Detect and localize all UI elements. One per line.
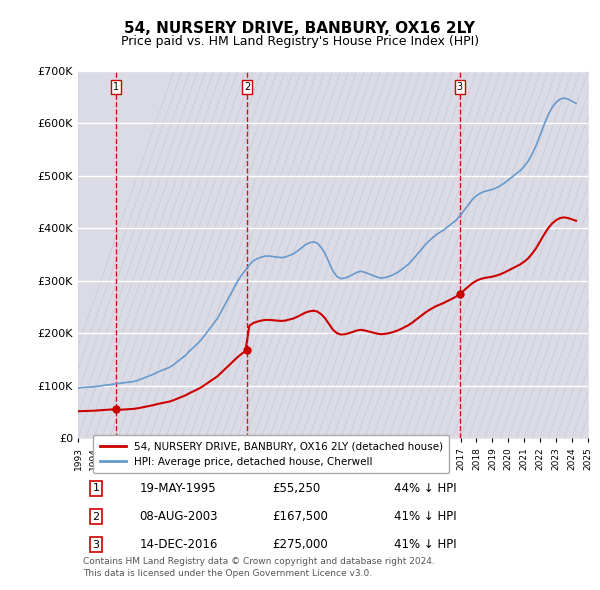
Text: Contains HM Land Registry data © Crown copyright and database right 2024.
This d: Contains HM Land Registry data © Crown c… [83,557,435,578]
Text: £167,500: £167,500 [272,510,328,523]
Text: 1: 1 [113,82,119,92]
Text: £55,250: £55,250 [272,482,320,495]
Legend: 54, NURSERY DRIVE, BANBURY, OX16 2LY (detached house), HPI: Average price, detac: 54, NURSERY DRIVE, BANBURY, OX16 2LY (de… [94,435,449,473]
Text: £275,000: £275,000 [272,538,328,551]
Text: 08-AUG-2003: 08-AUG-2003 [139,510,218,523]
Text: 44% ↓ HPI: 44% ↓ HPI [394,482,457,495]
Text: 2: 2 [92,512,100,522]
Text: 41% ↓ HPI: 41% ↓ HPI [394,510,457,523]
Text: 3: 3 [92,540,100,550]
Text: 19-MAY-1995: 19-MAY-1995 [139,482,216,495]
Text: Price paid vs. HM Land Registry's House Price Index (HPI): Price paid vs. HM Land Registry's House … [121,35,479,48]
Text: 54, NURSERY DRIVE, BANBURY, OX16 2LY: 54, NURSERY DRIVE, BANBURY, OX16 2LY [125,21,476,35]
Text: 14-DEC-2016: 14-DEC-2016 [139,538,218,551]
Text: 41% ↓ HPI: 41% ↓ HPI [394,538,457,551]
Text: 1: 1 [92,483,100,493]
Text: 2: 2 [244,82,250,92]
Text: 3: 3 [457,82,463,92]
